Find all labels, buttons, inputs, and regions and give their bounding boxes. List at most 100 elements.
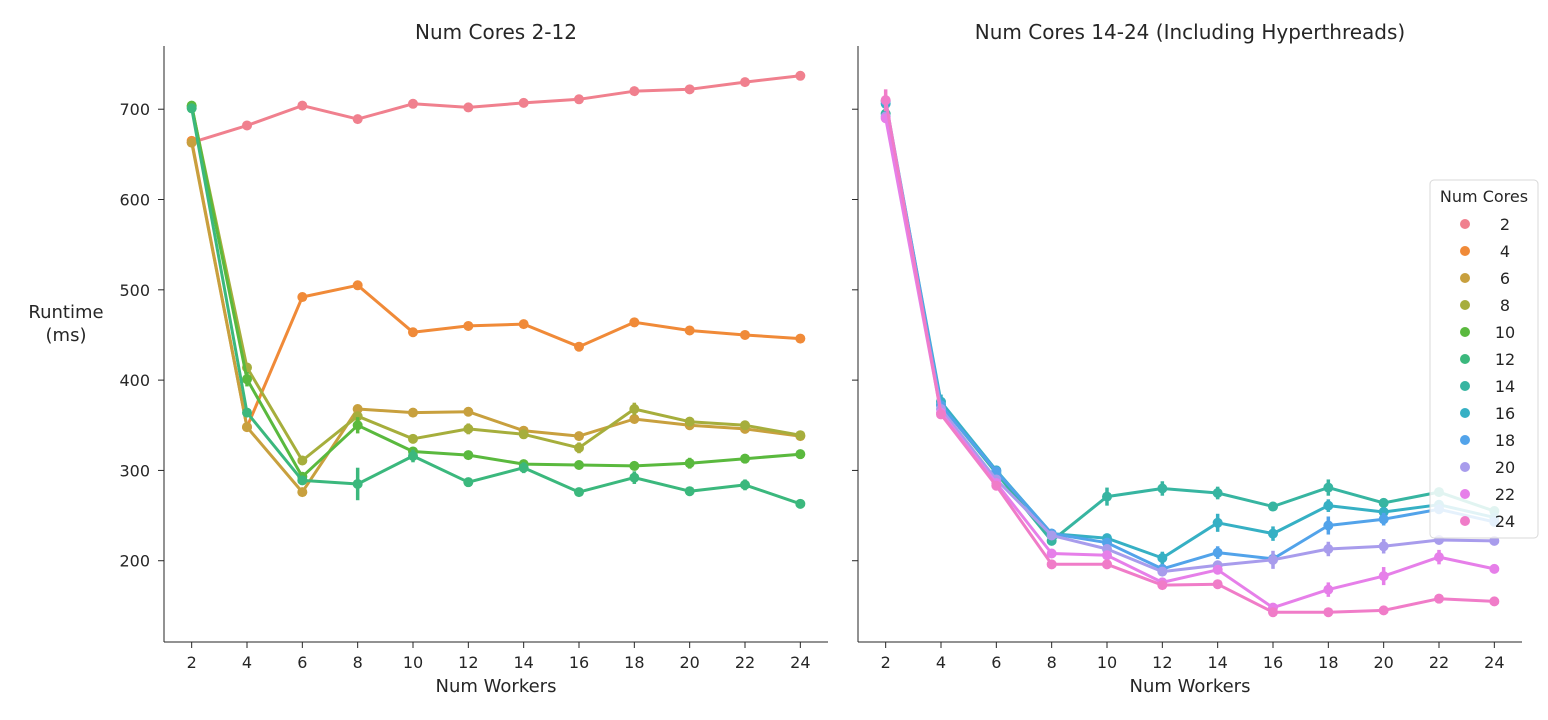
legend-label-20: 20 xyxy=(1495,458,1515,477)
legend-label-10: 10 xyxy=(1495,323,1515,342)
data-point xyxy=(518,97,529,108)
data-point xyxy=(1378,514,1389,525)
data-point xyxy=(1212,564,1223,575)
data-point xyxy=(936,409,946,420)
data-point xyxy=(242,407,252,418)
data-point xyxy=(1212,517,1223,528)
x-tick-label: 6 xyxy=(297,653,307,672)
data-point xyxy=(1102,550,1112,561)
data-point xyxy=(518,429,529,440)
series-line xyxy=(190,139,802,429)
x-tick-label: 18 xyxy=(624,653,644,672)
data-point xyxy=(684,84,695,95)
data-point xyxy=(1378,605,1389,616)
data-point xyxy=(1434,593,1444,604)
x-axis-title: Num Workers xyxy=(436,676,557,697)
data-point xyxy=(463,102,474,113)
data-point xyxy=(1323,500,1334,511)
data-point xyxy=(297,100,308,111)
data-point xyxy=(574,487,584,498)
data-point xyxy=(1323,482,1334,493)
y-tick-label: 400 xyxy=(119,371,150,390)
series-16-cores xyxy=(880,98,1500,565)
x-tick-label: 14 xyxy=(1207,653,1227,672)
legend-label-14: 14 xyxy=(1495,377,1515,396)
x-tick-label: 22 xyxy=(735,653,755,672)
data-point xyxy=(1268,528,1278,539)
data-point xyxy=(629,472,640,483)
x-tick-label: 14 xyxy=(513,653,533,672)
y-axis-title-line-2: (ms) xyxy=(46,325,87,346)
data-point xyxy=(740,479,750,490)
series-24-cores xyxy=(880,89,1500,618)
data-point xyxy=(574,341,584,352)
legend-marker-24 xyxy=(1460,516,1470,526)
x-tick-label: 24 xyxy=(1484,653,1504,672)
legend-marker-22 xyxy=(1460,489,1470,499)
data-point xyxy=(1323,584,1334,595)
data-point xyxy=(242,422,252,433)
x-tick-label: 12 xyxy=(1152,653,1172,672)
data-point xyxy=(408,327,418,338)
data-point xyxy=(1378,541,1389,552)
data-point xyxy=(684,486,695,497)
data-point xyxy=(297,455,308,466)
legend-label-24: 24 xyxy=(1495,512,1515,531)
data-point xyxy=(991,466,1002,477)
data-point xyxy=(352,411,363,422)
series-8-cores xyxy=(186,101,806,466)
x-tick-label: 12 xyxy=(458,653,478,672)
data-point xyxy=(297,292,308,303)
data-point xyxy=(1157,553,1168,564)
data-point xyxy=(1212,547,1223,558)
x-tick-label: 20 xyxy=(1373,653,1393,672)
data-point xyxy=(1268,554,1278,565)
series-line xyxy=(190,105,802,462)
data-point xyxy=(463,406,474,417)
legend-marker-4 xyxy=(1460,246,1470,256)
x-tick-label: 18 xyxy=(1318,653,1338,672)
x-tick-label: 24 xyxy=(790,653,810,672)
data-point xyxy=(1323,543,1334,554)
x-tick-label: 4 xyxy=(936,653,946,672)
data-point xyxy=(629,404,640,415)
x-tick-label: 2 xyxy=(881,653,891,672)
data-point xyxy=(1268,607,1278,618)
x-tick-label: 8 xyxy=(1047,653,1057,672)
x-tick-label: 10 xyxy=(1097,653,1117,672)
series-line xyxy=(190,141,802,494)
series-4-cores xyxy=(186,135,806,433)
data-point xyxy=(408,407,418,418)
data-point xyxy=(186,137,197,148)
series-line xyxy=(884,114,1496,574)
data-point xyxy=(1268,501,1278,512)
x-tick-label: 16 xyxy=(569,653,589,672)
x-tick-label: 4 xyxy=(242,653,252,672)
data-point xyxy=(1157,566,1168,577)
data-point xyxy=(574,460,584,471)
legend-label-6: 6 xyxy=(1500,269,1510,288)
legend-label-18: 18 xyxy=(1495,431,1515,450)
legend-marker-8 xyxy=(1460,300,1470,310)
series-line xyxy=(190,106,802,506)
legend-marker-20 xyxy=(1460,462,1470,472)
data-point xyxy=(1434,552,1444,563)
data-point xyxy=(684,325,695,336)
legend-label-22: 22 xyxy=(1495,485,1515,504)
data-point xyxy=(740,420,750,431)
x-tick-label: 10 xyxy=(403,653,423,672)
data-point xyxy=(795,430,806,441)
legend-marker-14 xyxy=(1460,381,1470,391)
series-20-cores xyxy=(880,111,1500,577)
data-point xyxy=(1378,497,1389,508)
series-6-cores xyxy=(186,137,806,498)
data-point xyxy=(795,498,806,509)
x-tick-label: 16 xyxy=(1263,653,1283,672)
data-point xyxy=(1046,548,1057,559)
data-point xyxy=(463,320,474,331)
data-point xyxy=(408,433,418,444)
